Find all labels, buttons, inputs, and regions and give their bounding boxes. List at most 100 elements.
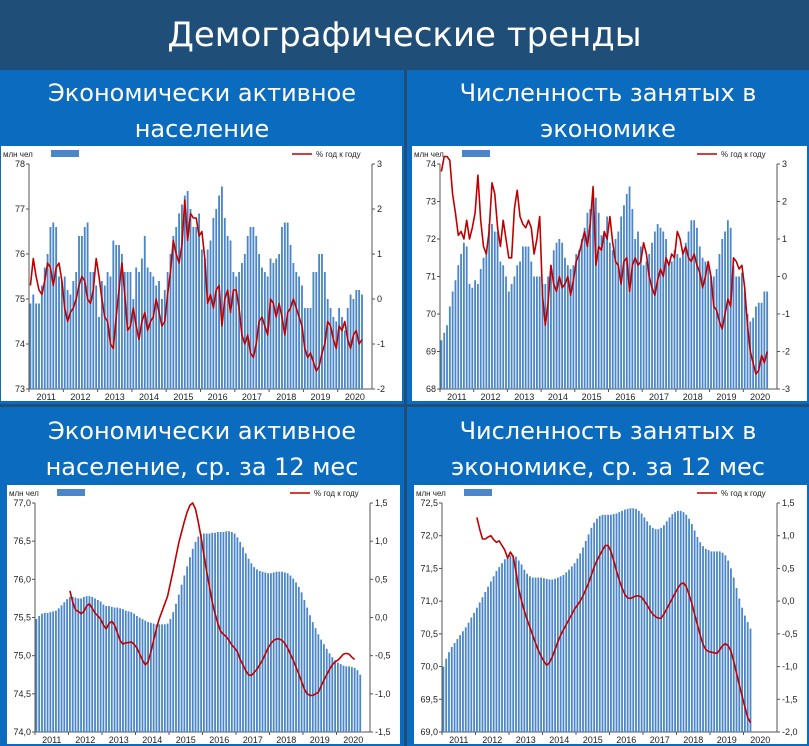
x-axis-tick-label: 2014 xyxy=(549,735,569,744)
bar xyxy=(272,263,275,389)
bar xyxy=(317,634,320,732)
chart-svg: млн чел % год к году 69,0 69,5 70,0 70,5 71,0 7… xyxy=(416,489,798,744)
bar xyxy=(670,261,673,389)
bar xyxy=(614,239,617,389)
bar xyxy=(530,261,533,389)
bar xyxy=(501,563,503,732)
bar xyxy=(565,572,568,732)
bar xyxy=(158,281,160,389)
bar xyxy=(609,242,611,389)
bar xyxy=(40,285,43,389)
bar xyxy=(110,606,113,732)
bar xyxy=(626,508,629,732)
bar xyxy=(155,624,158,732)
bar xyxy=(651,242,653,389)
bar xyxy=(662,231,665,389)
left-axis-unit-label: млн чел xyxy=(9,489,39,498)
left-axis-tick-label: 76,0 xyxy=(13,574,31,584)
bar xyxy=(667,265,670,389)
bar xyxy=(108,606,110,732)
right-axis-tick-label: 0,0 xyxy=(375,613,388,623)
bar xyxy=(509,555,512,732)
bar xyxy=(141,619,144,732)
bar xyxy=(735,588,738,732)
bar xyxy=(457,265,460,389)
bar xyxy=(607,514,609,732)
bar xyxy=(550,265,552,389)
bar xyxy=(642,265,645,389)
bar xyxy=(57,608,60,732)
panel-title: Численность занятых в экономике, ср. за … xyxy=(407,413,809,485)
bar xyxy=(298,276,301,389)
bar xyxy=(183,195,186,389)
bar xyxy=(301,285,303,389)
bar xyxy=(746,622,749,732)
yoy-line xyxy=(29,199,363,372)
legend-line-label: % год к году xyxy=(721,150,766,159)
bar xyxy=(749,628,752,732)
bar xyxy=(208,533,211,732)
panel-employed: Численность занятых в экономике млн чел%… xyxy=(407,70,809,404)
bar xyxy=(760,302,763,389)
bar xyxy=(339,664,342,732)
bar xyxy=(261,267,263,389)
bar xyxy=(329,308,332,389)
bar xyxy=(286,573,289,732)
left-axis-tick-label: 72,5 xyxy=(420,498,438,508)
bar xyxy=(601,514,604,732)
bar xyxy=(169,619,172,732)
panel-title: Экономически активное население xyxy=(0,75,404,147)
right-axis-tick-label: -1,5 xyxy=(782,694,798,704)
bar xyxy=(133,613,135,732)
bar xyxy=(149,622,152,732)
bar xyxy=(450,646,453,732)
left-axis-tick-label: 69 xyxy=(426,347,436,357)
bar xyxy=(346,308,349,389)
bar xyxy=(52,222,55,389)
bar xyxy=(249,227,252,389)
left-axis-tick-label: 72 xyxy=(426,234,436,244)
bar xyxy=(735,276,738,389)
panel-title-line-2: население xyxy=(134,115,270,143)
bar xyxy=(502,265,505,389)
bar xyxy=(172,236,175,389)
bar xyxy=(29,303,32,389)
right-axis-tick-label: 2 xyxy=(377,204,382,214)
bar xyxy=(462,631,464,732)
bar xyxy=(645,261,648,389)
x-axis-tick-label: 2015 xyxy=(582,392,602,401)
bar xyxy=(334,660,336,732)
bar xyxy=(119,608,122,732)
bar xyxy=(489,581,492,732)
bar xyxy=(453,643,456,732)
bar xyxy=(586,212,589,389)
x-axis-tick-label: 2019 xyxy=(716,392,736,401)
bar xyxy=(596,518,598,732)
bar xyxy=(192,227,195,389)
bar xyxy=(102,604,105,732)
left-axis-tick-label: 77,0 xyxy=(13,498,31,508)
x-axis-tick-label: 2017 xyxy=(649,392,669,401)
x-axis-tick-label: 2018 xyxy=(683,735,703,744)
bar xyxy=(86,222,89,389)
bar xyxy=(618,512,621,732)
x-axis-tick-label: 2015 xyxy=(173,392,193,401)
bar xyxy=(523,569,526,732)
left-axis-tick-label: 70,5 xyxy=(420,629,438,639)
bar xyxy=(515,556,517,732)
bar xyxy=(201,249,203,389)
bar xyxy=(707,550,710,732)
x-axis-tick-label: 2013 xyxy=(516,735,536,744)
left-axis-tick-label: 72,0 xyxy=(420,531,438,541)
bar xyxy=(203,533,205,732)
bar xyxy=(82,596,85,732)
bar xyxy=(60,281,63,389)
bar xyxy=(587,534,590,732)
bar xyxy=(684,242,687,389)
bar xyxy=(594,197,597,389)
bar xyxy=(659,227,662,389)
legend-bar-swatch xyxy=(51,150,79,157)
bar xyxy=(617,231,620,389)
bar xyxy=(178,213,180,389)
bar xyxy=(520,564,523,732)
